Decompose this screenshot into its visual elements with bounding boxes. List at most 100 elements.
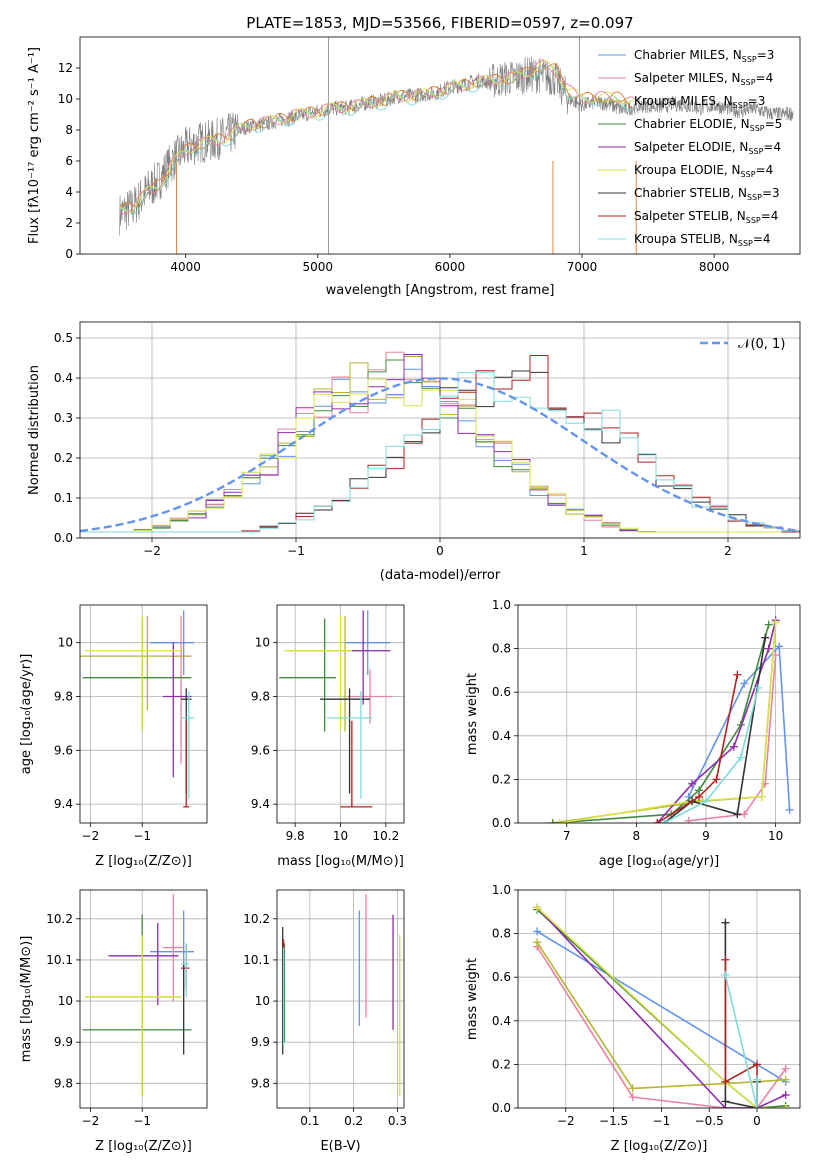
- x-axis-label: (data-model)/error: [380, 568, 501, 583]
- y-tick-label: 0.3: [54, 411, 73, 425]
- axes-frame: [276, 889, 405, 1109]
- marker: [721, 918, 730, 927]
- marker: [764, 620, 773, 629]
- y-tick-label: 1.0: [492, 598, 511, 612]
- x-tick-label: 9: [702, 829, 710, 843]
- marker: [781, 1064, 790, 1073]
- x-tick-label: −1.5: [599, 1114, 628, 1128]
- errorbar-chabrier-miles: [149, 610, 195, 675]
- x-axis-label: Z [log₁₀(Z/Z⊙)]: [611, 1139, 708, 1154]
- x-tick-label: 8: [633, 829, 641, 843]
- x-tick-label: 0.2: [344, 1114, 363, 1128]
- x-axis-label: mass [log₁₀(M/M⊙)]: [277, 854, 404, 869]
- marker: [721, 971, 730, 980]
- axes-frame: [79, 889, 208, 1109]
- x-tick-label: −2: [82, 1114, 100, 1128]
- y-tick-label: 0.8: [492, 642, 511, 656]
- normal-curve: [80, 377, 800, 533]
- errorbar-chabrier-stelib: [320, 688, 370, 794]
- errorbar-salpeter-miles: [162, 894, 184, 1002]
- x-tick-label: −2: [557, 1114, 575, 1128]
- histogram-kroupa-elodie: [80, 378, 800, 533]
- y-axis-label: mass weight: [465, 673, 480, 755]
- x-axis-label: wavelength [Angstrom, rest frame]: [326, 283, 555, 298]
- spectrum-legend: Chabrier MILES, NSSP=3 Salpeter MILES, NS…: [598, 48, 782, 248]
- marker: [733, 670, 742, 679]
- x-tick-label: −1: [133, 829, 151, 843]
- residuals-panel: −2 −1 0 1 2 0.0 0.1 0.2 0.3 0.4 0.5 (data-model)/er…: [27, 321, 801, 583]
- weights-salpeter-stelib: [721, 955, 761, 1108]
- legend-label: Salpeter STELIB, NSSP=4: [634, 209, 778, 225]
- y-tick-label: 6: [65, 154, 73, 168]
- x-tick-label: −2: [143, 544, 161, 558]
- marker: [695, 792, 704, 801]
- errorbar-salpeter-stelib: [181, 943, 190, 989]
- marker: [533, 927, 542, 936]
- y-tick-label: 10: [58, 92, 73, 106]
- x-tick-label: 10: [333, 829, 348, 843]
- marker: [628, 1093, 637, 1102]
- x-tick-label: 6000: [435, 260, 466, 274]
- y-axis-label: mass weight: [465, 958, 480, 1040]
- marker: [548, 819, 557, 823]
- y-tick-label: 12: [58, 61, 73, 75]
- marker: [740, 810, 749, 819]
- y-tick-label: 0: [65, 247, 73, 261]
- histogram-kroupa-stelib: [80, 371, 800, 533]
- marker: [764, 644, 773, 653]
- x-tick-label: 7000: [567, 260, 598, 274]
- y-tick-label: 0.4: [492, 1014, 511, 1028]
- marker: [752, 1060, 761, 1069]
- model-spectrum: [119, 59, 636, 215]
- y-tick-label: 0.4: [54, 371, 73, 385]
- marker: [653, 819, 662, 823]
- age-vs-mass-panel: 9.8 10 10.2 9.4 9.6 9.8 10 mass [log₁₀(M/M⊙)]: [251, 604, 405, 869]
- y-tick-label: 0.0: [54, 531, 73, 545]
- weights-vs-age-panel: 7 8 9 10 0.0 0.2 0.4 0.6 0.8 1.0 age [log₁₀(age/yr…: [465, 598, 801, 869]
- errorbar-kroupa-elodie: [85, 615, 182, 732]
- y-tick-label: 0.0: [492, 1101, 511, 1115]
- x-tick-label: 1: [580, 544, 588, 558]
- errorbar-salpeter-elodie: [351, 610, 391, 705]
- y-tick-label: 9.6: [54, 743, 73, 757]
- x-tick-label: 0: [753, 1114, 761, 1128]
- x-tick-label: −1: [653, 1114, 671, 1128]
- marker: [721, 1097, 730, 1106]
- y-tick-label: 0.2: [54, 451, 73, 465]
- legend-label: Chabrier MILES, NSSP=3: [634, 48, 774, 64]
- x-tick-label: 10.2: [372, 829, 399, 843]
- legend-label: Chabrier STELIB, NSSP=3: [634, 186, 780, 202]
- marker: [733, 810, 742, 819]
- weights-kroupa-stelib: [660, 683, 763, 823]
- marker: [740, 679, 749, 688]
- marker: [785, 805, 794, 814]
- marker: [754, 683, 763, 692]
- marker: [702, 797, 710, 806]
- x-tick-label: 0.1: [300, 1114, 319, 1128]
- x-tick-label: −1: [287, 544, 305, 558]
- mass-vs-EBV-panel: 0.1 0.2 0.3 9.8 9.9 10 10.1 10.2 E(B-V): [243, 889, 407, 1154]
- errorbar-kroupa-miles: [85, 935, 182, 1096]
- errorbar-salpeter-stelib: [340, 720, 373, 808]
- y-tick-label: 10: [255, 636, 270, 650]
- marker: [628, 1084, 637, 1093]
- marker: [533, 938, 542, 947]
- x-tick-label: −0.5: [695, 1114, 724, 1128]
- weights-kroupa-elodie: [555, 618, 780, 823]
- x-axis-label: Z [log₁₀(Z/Z⊙)]: [95, 1139, 192, 1154]
- marker: [781, 1090, 790, 1099]
- x-tick-label: 7: [563, 829, 571, 843]
- histogram-chabrier-stelib: [80, 370, 800, 533]
- spectrum-panel: 4000 5000 6000 7000 8000 0 2 4 6 8 10 12 PLATE=1853,…: [27, 14, 801, 298]
- marker: [721, 955, 730, 964]
- y-tick-label: 9.8: [54, 1076, 73, 1090]
- marker: [771, 618, 780, 627]
- y-tick-label: 9.9: [251, 1035, 270, 1049]
- errorbar-kroupa-miles: [288, 615, 368, 732]
- errorbar-salpeter-miles: [347, 669, 393, 724]
- age-vs-Z-panel: −2 −1 9.4 9.6 9.8 10 Z [log₁₀(Z/Z⊙)] age [log₁₀…: [19, 604, 208, 869]
- x-tick-label: 2: [724, 544, 732, 558]
- y-tick-label: 10.1: [243, 953, 270, 967]
- y-tick-label: 10: [58, 636, 73, 650]
- x-tick-label: −1: [133, 1114, 151, 1128]
